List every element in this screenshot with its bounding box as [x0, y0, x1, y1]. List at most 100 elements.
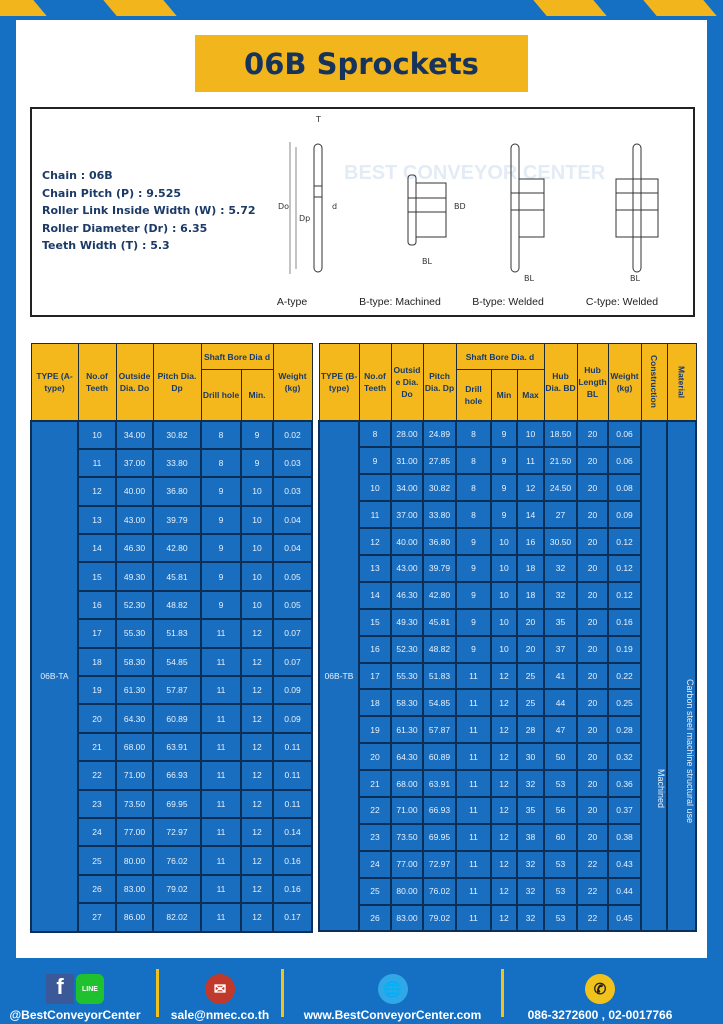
email-link[interactable]: sale@nmec.co.th [170, 1008, 270, 1022]
table-row: 24 77.00 72.97 11 12 0.14 [31, 816, 313, 848]
table-cell: 72.97 [152, 816, 202, 848]
table-cell: 37.00 [115, 447, 154, 479]
table-cell: 12 [240, 816, 274, 848]
table-row: 23 73.50 69.95 11 12 0.11 [31, 788, 313, 819]
table-cell: 8 [358, 419, 392, 449]
table-cell: 13 [77, 504, 117, 536]
table-cell: 31.00 [390, 446, 424, 476]
table-cell: 0.09 [272, 675, 313, 706]
table-row: 16 52.30 48.82 9 10 20 37 20 0.19 [319, 634, 696, 664]
table-cell: 24 [77, 816, 117, 848]
table-cell: 9 [455, 634, 492, 664]
b-type-table: TYPE (B-type) No.of Teeth Outside Dia. D… [318, 343, 698, 933]
header-teeth: No.of Teeth [358, 343, 392, 421]
table-cell: 12 [240, 618, 274, 649]
spec-link-width: Roller Link Inside Width (W) : 5.72 [42, 204, 256, 217]
website-link[interactable]: www.BestConveyorCenter.com [303, 1008, 482, 1022]
mark-bl: BL [422, 257, 432, 266]
table-cell: 36.80 [152, 476, 202, 507]
chain-specs: Chain : 06B Chain Pitch (P) : 9.525 Roll… [42, 167, 256, 255]
facebook-icon[interactable]: f [46, 974, 74, 1004]
table-cell: 20 [576, 634, 610, 664]
social-handle[interactable]: @BestConveyorCenter [9, 1008, 141, 1022]
material-cell: Carbon steel machine structural use [666, 419, 698, 933]
table-cell: 34.00 [390, 473, 424, 503]
table-cell: 11 [200, 703, 242, 734]
table-cell: 30.50 [543, 527, 579, 556]
table-cell: 0.05 [272, 589, 313, 621]
table-cell: 20 [576, 607, 610, 637]
table-cell: 60 [543, 822, 579, 852]
table-cell: 28.00 [390, 419, 424, 449]
table-cell: 64.30 [115, 703, 154, 734]
table-cell: 20 [576, 661, 610, 691]
table-cell: 18 [515, 580, 546, 610]
line-icon[interactable]: LINE [76, 974, 104, 1004]
table-cell: 28 [515, 715, 546, 745]
table-cell: 10 [240, 533, 274, 564]
a-type-table: TYPE (A-type) No.of Teeth Outside Dia. D… [30, 343, 313, 933]
table-cell: 8 [455, 446, 492, 476]
table-cell: 10 [490, 527, 518, 556]
mark-bl: BL [524, 274, 534, 283]
table-cell: 19 [77, 675, 117, 706]
table-cell: 0.05 [272, 561, 313, 592]
header-weight: Weight (kg) [607, 343, 642, 421]
table-cell: 18 [358, 688, 392, 718]
table-cell: 12 [490, 769, 518, 798]
table-cell: 0.25 [607, 688, 643, 718]
table-cell: 11 [455, 822, 492, 852]
table-cell: 44 [543, 688, 579, 718]
diagram-label-a-type: A-type [276, 296, 308, 308]
table-cell: 20 [576, 580, 610, 610]
header-weight: Weight (kg) [272, 343, 313, 421]
table-cell: 37 [543, 634, 579, 664]
table-cell: 18 [77, 646, 117, 678]
table-cell: 0.43 [607, 849, 643, 879]
table-cell: 16 [515, 527, 546, 556]
table-cell: 58.30 [115, 646, 154, 678]
table-cell: 46.30 [115, 533, 154, 564]
table-cell: 10 [240, 504, 274, 536]
table-cell: 57.87 [422, 715, 457, 745]
table-cell: 16 [77, 589, 117, 621]
table-row: 20 64.30 60.89 11 12 0.09 [31, 703, 313, 734]
table-row: 26 83.00 79.02 11 12 0.16 [31, 873, 313, 905]
table-cell: 14 [77, 533, 117, 564]
table-cell: 11 [200, 816, 242, 848]
table-row: 13 43.00 39.79 9 10 18 32 20 0.12 [319, 553, 696, 583]
table-cell: 51.83 [152, 618, 202, 649]
divider [281, 969, 284, 1017]
table-row: 10 34.00 30.82 8 9 12 24.50 20 0.08 [319, 473, 696, 503]
header-outside: Outside Dia. Do [390, 343, 424, 421]
table-cell: 20 [576, 769, 610, 798]
table-cell: 0.19 [607, 634, 643, 664]
table-row: 18 58.30 54.85 11 12 0.07 [31, 646, 313, 678]
table-cell: 34.00 [115, 419, 154, 450]
table-cell: 20 [576, 795, 610, 825]
table-cell: 12 [490, 742, 518, 772]
phone-numbers[interactable]: 086-3272600 , 02-0017766 [527, 1008, 673, 1022]
table-cell: 22 [576, 849, 610, 879]
table-row: 22 71.00 66.93 11 12 35 56 20 0.37 [319, 795, 696, 825]
table-cell: 39.79 [152, 504, 202, 536]
table-cell: 9 [490, 446, 518, 476]
table-cell: 12 [240, 788, 274, 819]
table-row: 14 46.30 42.80 9 10 0.04 [31, 533, 313, 564]
table-cell: 17 [358, 661, 392, 691]
table-cell: 80.00 [390, 876, 424, 906]
table-cell: 11 [200, 618, 242, 649]
table-cell: 0.36 [607, 769, 643, 798]
table-cell: 0.16 [272, 845, 313, 876]
table-cell: 10 [490, 634, 518, 664]
table-row: 27 86.00 82.02 11 12 0.17 [31, 902, 313, 933]
table-cell: 10 [77, 419, 117, 450]
table-cell: 41 [543, 661, 579, 691]
header-type: TYPE (A-type) [30, 343, 79, 421]
page-title: 06B Sprockets [195, 35, 528, 92]
table-cell: 11 [515, 446, 546, 476]
table-cell: 27.85 [422, 446, 457, 476]
table-cell: 11 [455, 876, 492, 906]
table-cell: 0.11 [272, 731, 313, 763]
table-cell: 11 [200, 760, 242, 791]
